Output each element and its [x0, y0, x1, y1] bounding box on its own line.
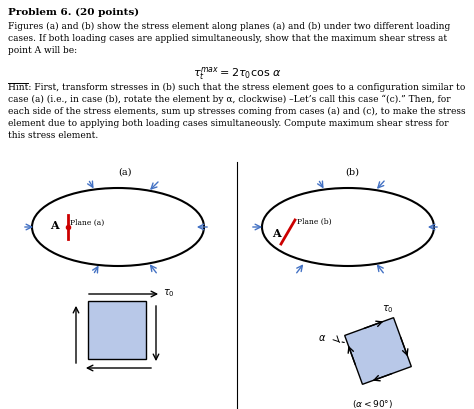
Text: Hint: First, transform stresses in (b) such that the stress element goes to a co: Hint: First, transform stresses in (b) s… [8, 83, 465, 139]
Text: Figures (a) and (b) show the stress element along planes (a) and (b) under two d: Figures (a) and (b) show the stress elem… [8, 22, 450, 54]
Bar [88, 301, 146, 359]
Text: Problem 6. (20 points): Problem 6. (20 points) [8, 8, 139, 17]
Text: $\alpha$: $\alpha$ [319, 333, 327, 343]
Text: Plane (b): Plane (b) [297, 218, 332, 225]
Polygon shape [345, 318, 411, 384]
Text: $\tau_0$: $\tau_0$ [163, 286, 175, 298]
Text: $(\alpha < 90°)$: $(\alpha < 90°)$ [352, 397, 393, 409]
Text: (a): (a) [118, 168, 132, 177]
Text: $\tau_t^{max} = 2\tau_0\cos\,\alpha$: $\tau_t^{max} = 2\tau_0\cos\,\alpha$ [192, 65, 282, 82]
Text: A: A [272, 228, 280, 239]
Text: $\tau_0$: $\tau_0$ [382, 302, 394, 314]
Text: Plane (a): Plane (a) [70, 218, 104, 227]
Text: A: A [50, 220, 58, 231]
Text: (b): (b) [345, 168, 359, 177]
